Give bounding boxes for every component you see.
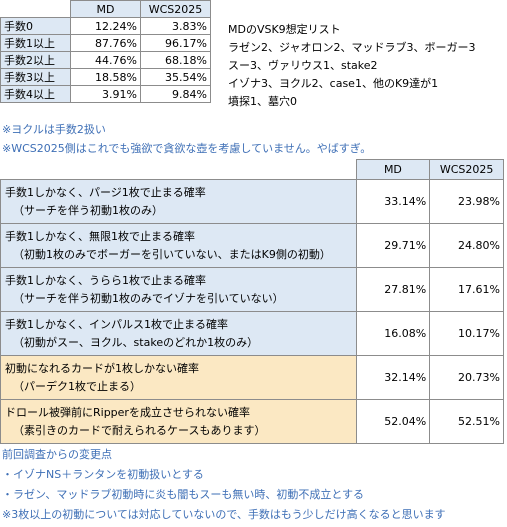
row-description: 手数1しかなく、無限1枚で止まる確率 （初動1枚のみでボーガーを引いていない、ま… — [0, 223, 357, 268]
row-description: ドロール被弾前にRipperを成立させられない確率 （素引きのカードで耐えられる… — [0, 399, 357, 444]
table-row: 手数0 12.24% 3.83% — [0, 17, 211, 35]
k9-list-line: スー3、ヴァリウス1、stake2 — [228, 59, 378, 72]
row-subtitle: （初動がスー、ヨクル、stakeのどれか1枚のみ） — [13, 335, 259, 349]
md-value: 3.91% — [70, 85, 141, 103]
wcs-value: 96.17% — [140, 34, 211, 52]
row-subtitle: （パーデク1枚で止まる） — [13, 379, 141, 393]
hand-count-header-row: MD WCS2025 — [0, 0, 211, 18]
wcs-value: 52.51% — [429, 399, 504, 444]
row-title: 手数1しかなく、うらら1枚で止まる確率 — [5, 273, 206, 287]
wcs-value: 68.18% — [140, 51, 211, 69]
header-md: MD — [70, 0, 141, 18]
header-wcs2025: WCS2025 — [140, 0, 211, 18]
probability-header-row: MD WCS2025 — [0, 159, 504, 180]
row-title: 手数1しかなく、無限1枚で止まる確率 — [5, 229, 195, 243]
row-label: 手数2以上 — [0, 51, 71, 69]
probability-table: MD WCS2025 手数1しかなく、パージ1枚で止まる確率 （サーチを伴う初動… — [0, 159, 504, 444]
row-title: 初動になれるカードが1枚しかない確率 — [5, 361, 199, 375]
wcs-note: ※WCS2025側はこれでも強欲で貪欲な壺を考慮していません。やばすぎ。 — [2, 142, 372, 155]
row-description: 手数1しかなく、インパルス1枚で止まる確率 （初動がスー、ヨクル、stakeのど… — [0, 311, 357, 356]
table-row: 手数2以上 44.76% 68.18% — [0, 51, 211, 69]
table-row: 手数3以上 18.58% 35.54% — [0, 68, 211, 86]
table-row: 手数1以上 87.76% 96.17% — [0, 34, 211, 52]
k9-list-title: MDのVSK9想定リスト — [228, 23, 341, 36]
hand-count-table: MD WCS2025 手数0 12.24% 3.83% 手数1以上 87.76%… — [0, 0, 211, 103]
row-label: 手数0 — [0, 17, 71, 35]
wcs-value: 20.73% — [429, 355, 504, 400]
k9-list-line: イゾナ3、ヨクル2、case1、他のK9達が1 — [228, 77, 439, 90]
md-value: 18.58% — [70, 68, 141, 86]
wcs-value: 23.98% — [429, 179, 504, 224]
wcs-value: 35.54% — [140, 68, 211, 86]
blank-cell — [0, 0, 71, 18]
wcs-value: 9.84% — [140, 85, 211, 103]
k9-list: MDのVSK9想定リスト ラゼン2、ジャオロン2、マッドラブ3、ボーガー3 スー… — [228, 21, 475, 111]
wcs-value: 3.83% — [140, 17, 211, 35]
row-title: 手数1しかなく、パージ1枚で止まる確率 — [5, 185, 206, 199]
yokuru-note: ※ヨクルは手数2扱い — [2, 123, 106, 136]
row-subtitle: （サーチを伴う初動1枚のみでイゾナを引いていない） — [13, 291, 284, 305]
md-value: 16.08% — [355, 311, 431, 356]
row-title: ドロール被弾前にRipperを成立させられない確率 — [5, 405, 250, 419]
row-label: 手数3以上 — [0, 68, 71, 86]
table-row: 初動になれるカードが1枚しかない確率 （パーデク1枚で止まる） 32.14% 2… — [0, 355, 504, 400]
md-value: 32.14% — [355, 355, 431, 400]
md-value: 27.81% — [355, 267, 431, 312]
wcs-value: 17.61% — [429, 267, 504, 312]
row-title: 手数1しかなく、インパルス1枚で止まる確率 — [5, 317, 228, 331]
changes-title: 前回調査からの変更点 — [2, 448, 112, 461]
table-row: ドロール被弾前にRipperを成立させられない確率 （素引きのカードで耐えられる… — [0, 399, 504, 444]
table-row: 手数1しかなく、うらら1枚で止まる確率 （サーチを伴う初動1枚のみでイゾナを引い… — [0, 267, 504, 312]
table-row: 手数1しかなく、無限1枚で止まる確率 （初動1枚のみでボーガーを引いていない、ま… — [0, 223, 504, 268]
table-row: 手数4以上 3.91% 9.84% — [0, 85, 211, 103]
row-subtitle: （素引きのカードで耐えられるケースもあります） — [13, 423, 266, 437]
k9-list-line: 墳探1、墓穴0 — [228, 95, 297, 108]
md-value: 87.76% — [70, 34, 141, 52]
md-value: 44.76% — [70, 51, 141, 69]
blank-cell — [0, 159, 357, 180]
change-item: ・イゾナNS＋ランタンを初動扱いとする — [2, 468, 204, 481]
row-description: 手数1しかなく、パージ1枚で止まる確率 （サーチを伴う初動1枚のみ） — [0, 179, 357, 224]
row-description: 初動になれるカードが1枚しかない確率 （パーデク1枚で止まる） — [0, 355, 357, 400]
row-label: 手数1以上 — [0, 34, 71, 52]
table-row: 手数1しかなく、インパルス1枚で止まる確率 （初動がスー、ヨクル、stakeのど… — [0, 311, 504, 356]
header-wcs2025: WCS2025 — [429, 159, 504, 180]
md-value: 33.14% — [355, 179, 431, 224]
md-value: 52.04% — [355, 399, 431, 444]
disclaimer-note: ※3枚以上の初動については対応していないので、手数はもう少しだけ高くなると思いま… — [2, 508, 446, 521]
md-value: 29.71% — [355, 223, 431, 268]
wcs-value: 10.17% — [429, 311, 504, 356]
wcs-value: 24.80% — [429, 223, 504, 268]
row-label: 手数4以上 — [0, 85, 71, 103]
row-subtitle: （初動1枚のみでボーガーを引いていない、またはK9側の初動） — [13, 247, 331, 261]
change-item: ・ラゼン、マッドラブ初動時に炎も闇もスーも無い時、初動不成立とする — [2, 488, 365, 501]
k9-list-line: ラゼン2、ジャオロン2、マッドラブ3、ボーガー3 — [228, 41, 476, 54]
md-value: 12.24% — [70, 17, 141, 35]
row-description: 手数1しかなく、うらら1枚で止まる確率 （サーチを伴う初動1枚のみでイゾナを引い… — [0, 267, 357, 312]
row-subtitle: （サーチを伴う初動1枚のみ） — [13, 203, 163, 217]
header-md: MD — [355, 159, 431, 180]
table-row: 手数1しかなく、パージ1枚で止まる確率 （サーチを伴う初動1枚のみ） 33.14… — [0, 179, 504, 224]
